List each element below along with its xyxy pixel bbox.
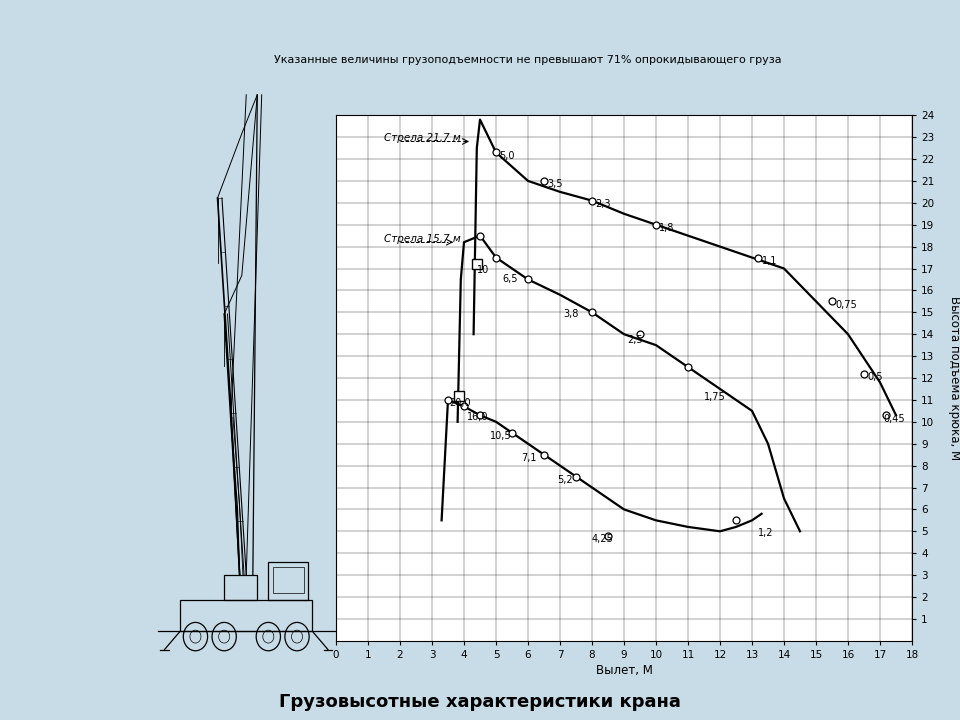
Text: 10: 10 xyxy=(477,265,489,275)
Text: 0,75: 0,75 xyxy=(835,300,857,310)
Text: Стрела 15,7 м: Стрела 15,7 м xyxy=(384,234,461,244)
Text: 20,0: 20,0 xyxy=(449,398,471,408)
Text: 2,3: 2,3 xyxy=(595,199,611,210)
Bar xyxy=(180,600,313,631)
Bar xyxy=(273,567,303,593)
X-axis label: Вылет, М: Вылет, М xyxy=(595,664,653,677)
Text: 3,8: 3,8 xyxy=(564,309,579,319)
Text: 16,0: 16,0 xyxy=(468,412,489,422)
Text: Стрела 21,7 м: Стрела 21,7 м xyxy=(384,133,461,143)
Text: 1,1: 1,1 xyxy=(761,256,777,266)
Text: 6,5: 6,5 xyxy=(502,274,517,284)
Text: 4,25: 4,25 xyxy=(592,534,613,544)
Text: Грузовысотные характеристики крана: Грузовысотные характеристики крана xyxy=(279,693,681,711)
Y-axis label: Высота подъема крюка, М: Высота подъема крюка, М xyxy=(948,296,960,460)
Text: 10,5: 10,5 xyxy=(490,431,512,441)
Text: 7,1: 7,1 xyxy=(521,453,537,463)
Bar xyxy=(224,575,257,600)
Text: 1,2: 1,2 xyxy=(758,528,774,538)
Bar xyxy=(268,562,308,600)
Text: 3,5: 3,5 xyxy=(547,179,563,189)
Text: 5,2: 5,2 xyxy=(557,475,572,485)
Text: 0,5: 0,5 xyxy=(867,372,882,382)
Text: Указанные величины грузоподъемности не превышают 71% опрокидывающего груза: Указанные величины грузоподъемности не п… xyxy=(275,55,781,65)
Text: 0,45: 0,45 xyxy=(883,414,905,424)
Text: 1,8: 1,8 xyxy=(660,223,675,233)
Text: 1,75: 1,75 xyxy=(704,392,726,402)
Text: 2,5: 2,5 xyxy=(627,335,643,345)
Text: 5,0: 5,0 xyxy=(499,151,515,161)
